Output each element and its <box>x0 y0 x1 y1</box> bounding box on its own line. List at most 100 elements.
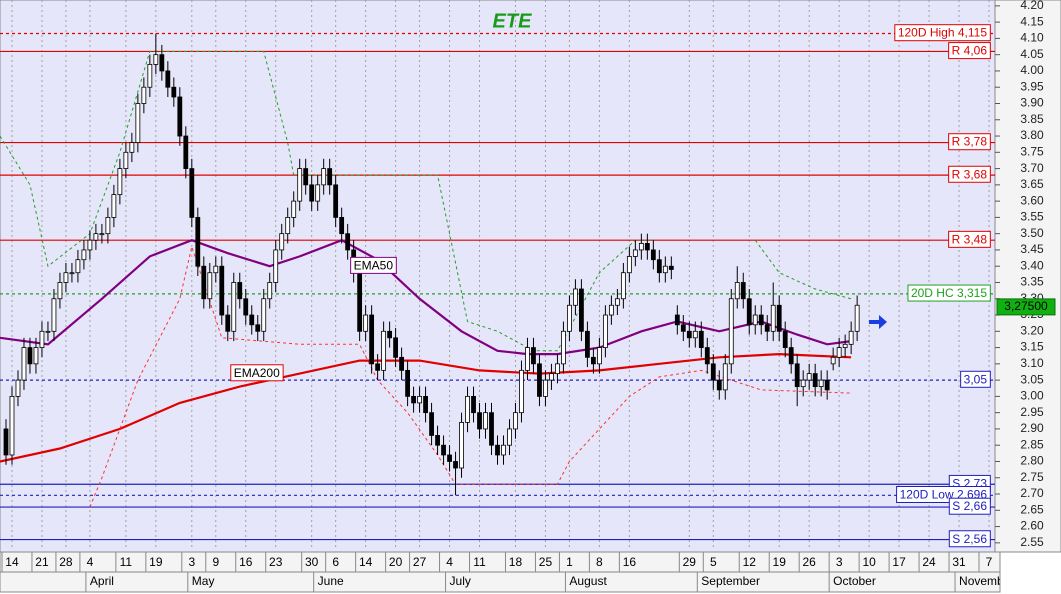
candle-body <box>45 330 51 333</box>
candle-body <box>596 347 602 365</box>
candle-body <box>141 86 147 104</box>
candle-body <box>255 324 261 332</box>
y-tick-label: 3.35 <box>1020 275 1044 289</box>
candle-body <box>75 259 81 274</box>
candle-body <box>195 216 201 267</box>
x-tick-label: 11 <box>120 555 133 569</box>
y-tick-label: 4.15 <box>1020 14 1044 28</box>
candle-body <box>285 216 291 235</box>
candle-body <box>824 379 830 391</box>
candle-body <box>57 282 63 300</box>
candle-body <box>513 412 518 430</box>
level-label: S 2,56 <box>952 532 987 546</box>
candle-body <box>81 249 87 261</box>
candle-body <box>231 282 237 332</box>
candle-body <box>339 216 345 235</box>
candle-body <box>477 412 482 430</box>
level-label-box: S 2,56 <box>948 530 991 548</box>
x-tick-label: 29 <box>683 555 697 569</box>
candle-body <box>33 347 39 365</box>
y-tick-label: 3.70 <box>1020 161 1044 175</box>
candle-body <box>644 243 650 251</box>
x-tick-label: 17 <box>892 555 906 569</box>
level-label: 120D High 4,115 <box>898 26 988 40</box>
month-label: April <box>90 574 114 588</box>
level-label-box: R 4,06 <box>948 42 991 60</box>
x-tick-label: 20 <box>389 555 403 569</box>
candle-body <box>674 314 680 326</box>
candle-body <box>632 249 638 257</box>
x-tick-label: 3 <box>836 555 843 569</box>
candle-body <box>854 304 860 332</box>
candle-body <box>495 444 500 456</box>
candle-body <box>698 330 704 348</box>
candle-body <box>369 314 375 365</box>
candle-body <box>716 379 722 391</box>
x-tick-label: 16 <box>623 555 637 569</box>
y-tick-label: 2.65 <box>1020 502 1044 516</box>
level-label-box: R 3,48 <box>948 230 991 248</box>
candle-body <box>225 314 231 332</box>
candle-body <box>591 356 596 365</box>
ema-line <box>0 352 852 463</box>
candle-body <box>471 395 476 414</box>
candle-body <box>752 314 758 326</box>
candle-body <box>9 395 15 456</box>
y-tick-label: 3.40 <box>1020 258 1044 272</box>
candle-body <box>830 356 836 365</box>
candle-body <box>411 395 416 404</box>
candle-body <box>327 168 333 186</box>
channel-line <box>89 244 852 508</box>
candle-body <box>129 142 135 153</box>
candle-body <box>728 298 734 365</box>
month-label: November <box>959 574 1014 588</box>
legend-label: EMA50 <box>354 258 394 272</box>
candle-body <box>171 86 177 98</box>
candle-body <box>710 363 716 381</box>
candle-body <box>555 363 560 375</box>
level-label-box: 120D High 4,115 <box>894 24 991 42</box>
y-tick-label: 4.20 <box>1020 0 1044 12</box>
candle-body <box>261 298 267 332</box>
candle-body <box>345 233 351 251</box>
x-tick-label: 23 <box>269 555 283 569</box>
level-label-box: 20D HC 3,315 <box>907 284 991 302</box>
candle-body <box>519 369 524 414</box>
candle-body <box>764 324 770 332</box>
candle-body <box>662 265 668 274</box>
candle-body <box>734 282 740 300</box>
candle-body <box>573 288 578 306</box>
candle-body <box>531 347 536 365</box>
candle-body <box>782 330 788 348</box>
x-tick-label: 7 <box>986 555 993 569</box>
candle-body <box>465 395 470 423</box>
y-tick-label: 4.00 <box>1020 63 1044 77</box>
candle-body <box>435 435 440 446</box>
candle-body <box>722 363 728 391</box>
candle-body <box>543 379 548 397</box>
level-label: R 4,06 <box>952 44 988 58</box>
y-tick-label: 3.90 <box>1020 96 1044 110</box>
candle-body <box>459 422 464 469</box>
y-tick-label: 3.10 <box>1020 356 1044 370</box>
level-label-frame <box>948 530 991 548</box>
candle-body <box>447 454 452 462</box>
month-label: October <box>833 574 876 588</box>
candle-body <box>561 330 566 365</box>
candle-body <box>159 54 165 72</box>
y-tick-label: 3.55 <box>1020 210 1044 224</box>
candle-body <box>15 379 21 397</box>
candle-body <box>537 363 542 397</box>
y-tick-label: 3.15 <box>1020 340 1044 354</box>
candle-body <box>441 444 446 456</box>
month-label: September <box>701 574 760 588</box>
candle-body <box>429 412 434 436</box>
candle-body <box>363 314 369 332</box>
level-label: R 3,78 <box>952 135 988 149</box>
legend-label-box: EMA50 <box>350 256 397 274</box>
x-tick-label: 31 <box>952 555 966 569</box>
candle-body <box>525 347 530 371</box>
candle-body <box>686 330 692 339</box>
level-label-box: R 3,68 <box>948 165 991 183</box>
x-tick-label: 30 <box>305 555 319 569</box>
